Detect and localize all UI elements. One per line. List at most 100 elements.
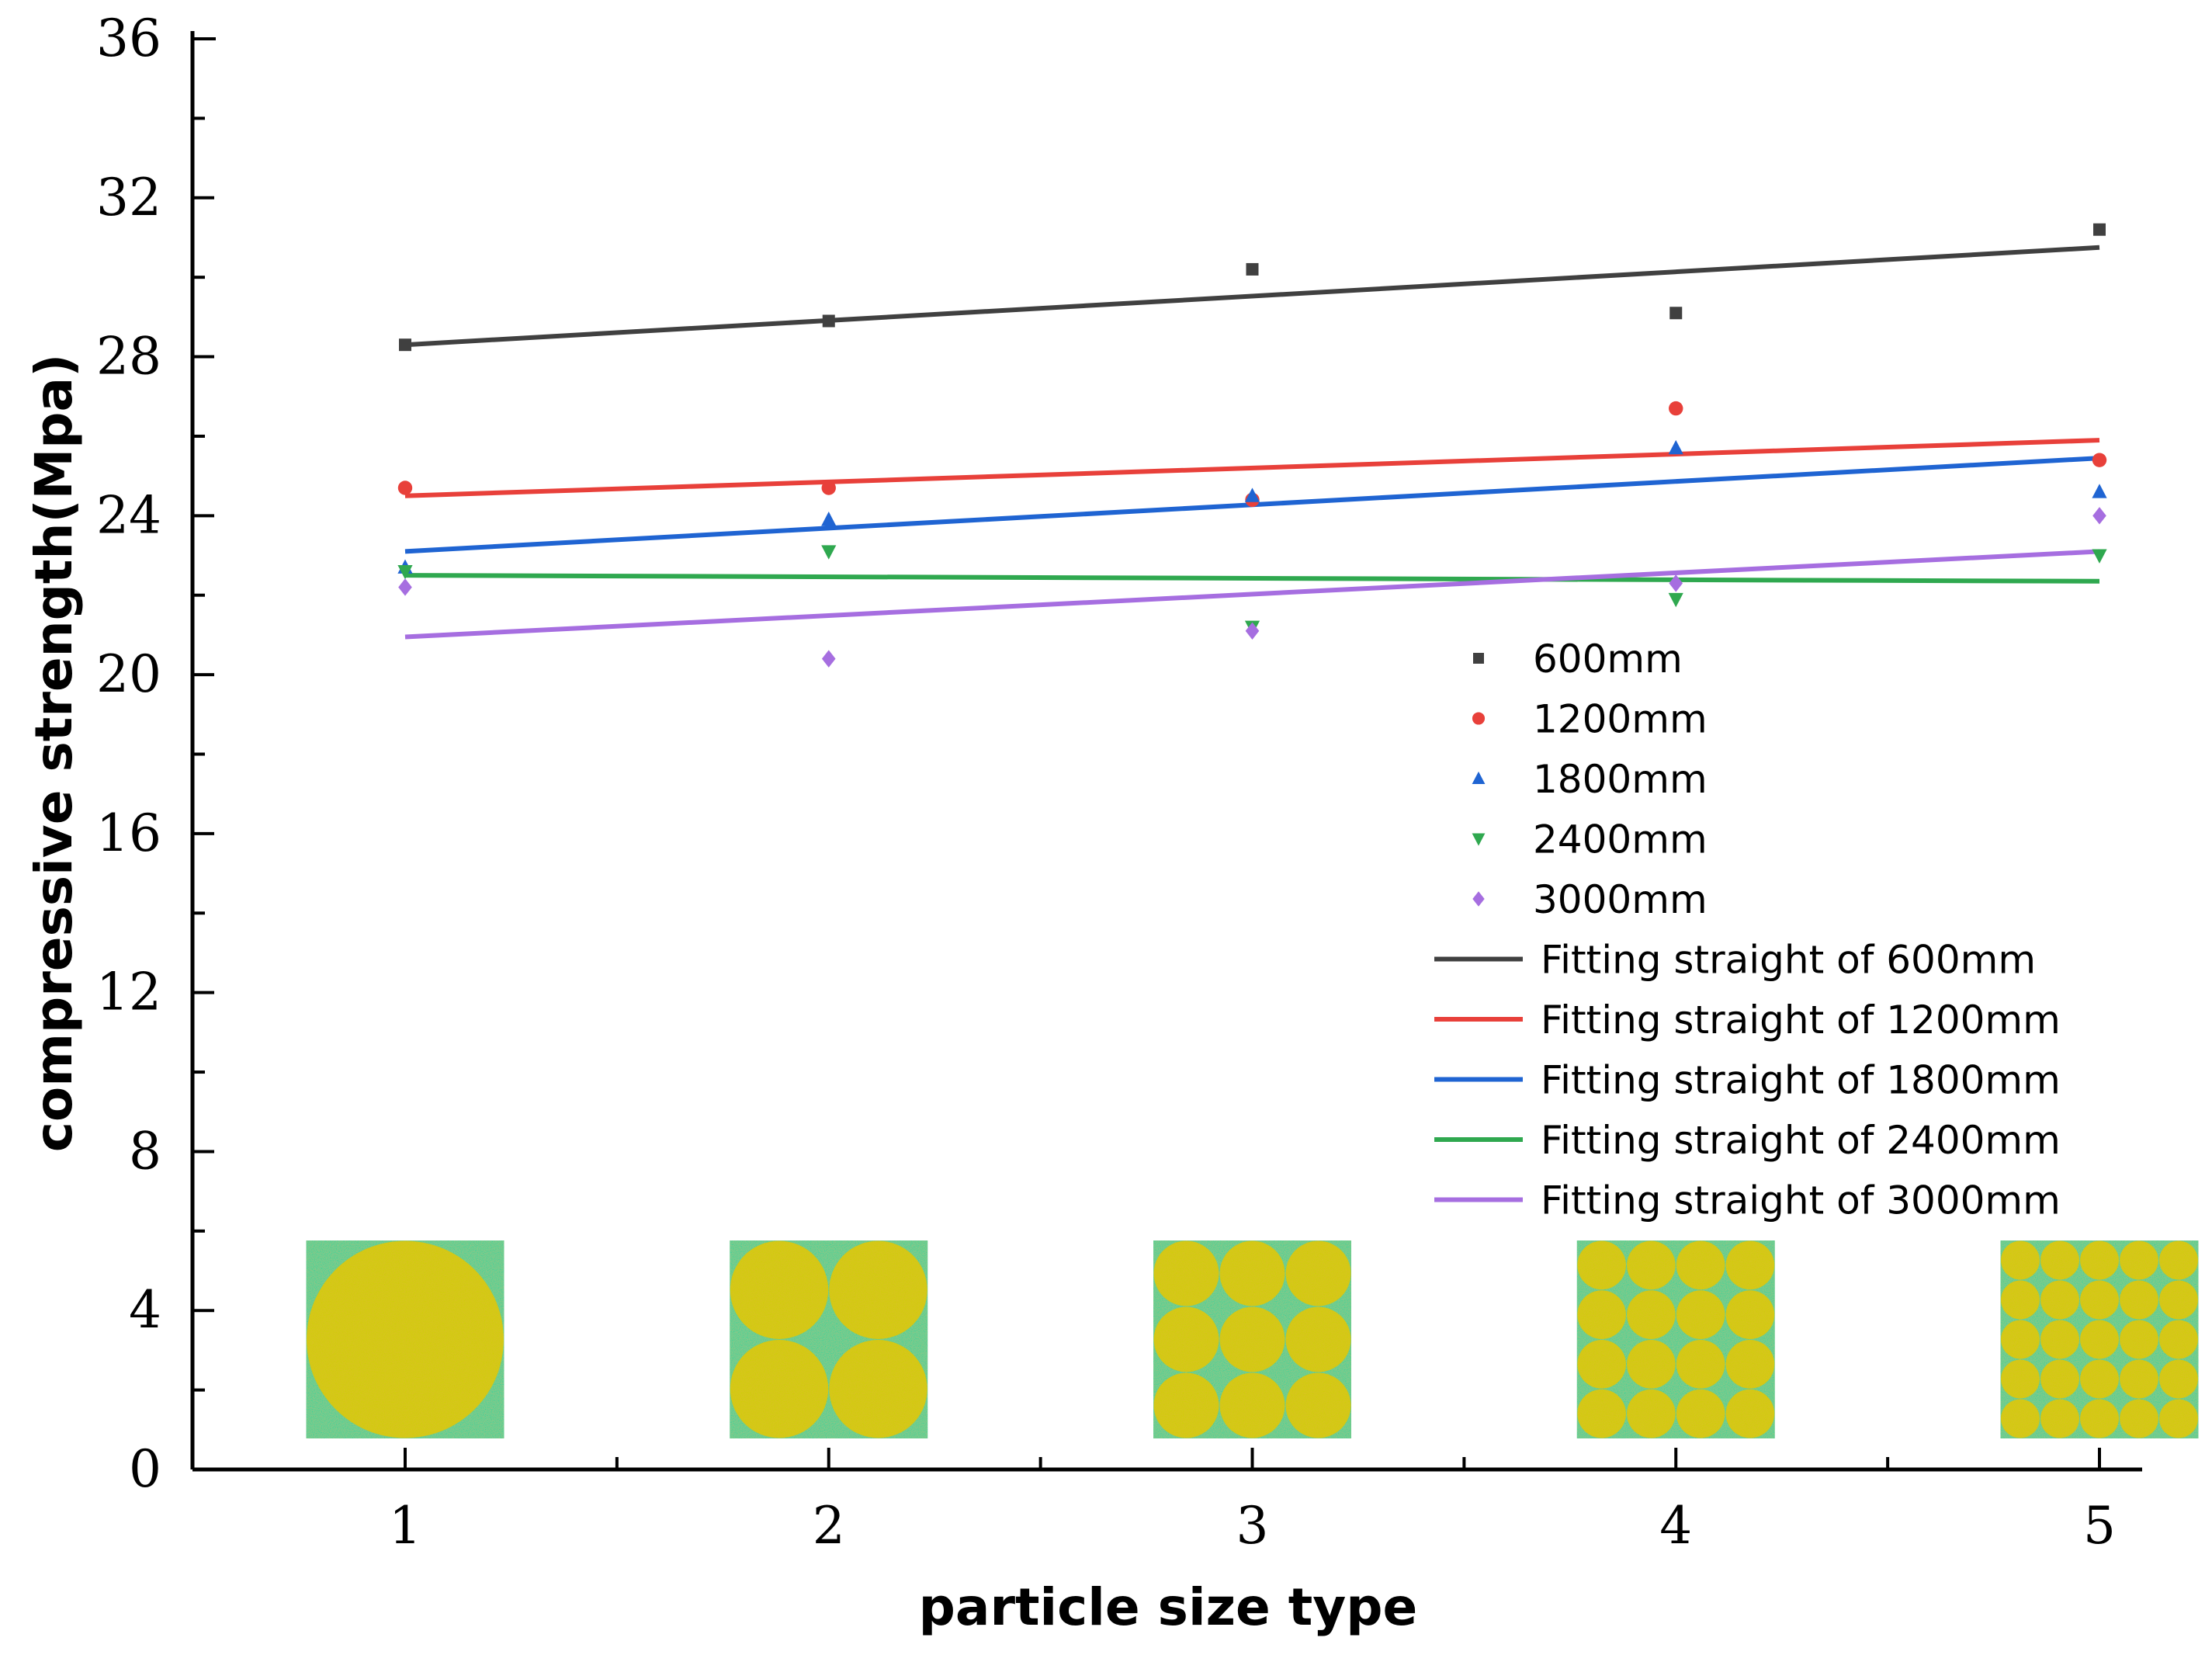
y-tick-label: 16 bbox=[96, 803, 161, 863]
inset-particle-grid-2x2 bbox=[730, 1240, 928, 1438]
inset-particle bbox=[2159, 1280, 2198, 1320]
inset-particle bbox=[1153, 1372, 1219, 1438]
inset-particle bbox=[1577, 1389, 1626, 1438]
inset-particle bbox=[1725, 1389, 1775, 1438]
legend-label-fit-600mm: Fitting straight of 600mm bbox=[1541, 938, 2036, 983]
data-point-600mm bbox=[2093, 223, 2106, 236]
fit-line-1200mm bbox=[404, 438, 2100, 498]
inset-particle bbox=[2001, 1320, 2040, 1359]
data-point-1200mm bbox=[397, 481, 413, 495]
y-tick-label: 28 bbox=[96, 327, 161, 387]
inset-particle bbox=[1627, 1240, 1676, 1290]
y-tick-label: 24 bbox=[96, 485, 161, 545]
inset-particle bbox=[2080, 1359, 2119, 1399]
inset-particle bbox=[2040, 1359, 2079, 1399]
y-tick-label: 12 bbox=[96, 963, 161, 1022]
inset-particle bbox=[2120, 1320, 2158, 1359]
data-point-600mm bbox=[822, 314, 835, 328]
inset-particle bbox=[1676, 1290, 1725, 1339]
fit-line-2400mm bbox=[404, 573, 2100, 584]
data-point-1800mm bbox=[2092, 484, 2107, 498]
x-axis-title: particle size type bbox=[919, 1577, 1418, 1637]
data-point-3000mm bbox=[1669, 574, 1683, 592]
inset-particle bbox=[1153, 1306, 1219, 1372]
inset-particle bbox=[2040, 1399, 2079, 1438]
inset-particle bbox=[730, 1240, 829, 1339]
inset-particle bbox=[2040, 1240, 2079, 1280]
x-tick-label: 1 bbox=[389, 1496, 421, 1556]
inset-particle bbox=[2080, 1399, 2119, 1438]
inset-particle bbox=[1285, 1306, 1351, 1372]
particle-inset-images bbox=[306, 1240, 2199, 1438]
inset-particle bbox=[2159, 1359, 2198, 1399]
legend-marker-3000mm bbox=[1472, 891, 1485, 907]
y-tick-label: 32 bbox=[96, 168, 161, 227]
legend-label-1200mm: 1200mm bbox=[1533, 697, 1708, 742]
data-point-2400mm bbox=[397, 565, 413, 580]
data-point-600mm bbox=[1669, 307, 1683, 320]
inset-particle bbox=[1285, 1372, 1351, 1438]
inset-particle bbox=[1577, 1340, 1626, 1389]
inset-particle-grid-1x1 bbox=[306, 1240, 504, 1438]
x-tick-label: 2 bbox=[813, 1496, 845, 1556]
inset-particle bbox=[2040, 1320, 2079, 1359]
data-point-3000mm bbox=[2092, 507, 2106, 525]
inset-particle bbox=[307, 1240, 504, 1438]
inset-particle bbox=[1577, 1290, 1626, 1339]
inset-particle bbox=[2001, 1399, 2040, 1438]
inset-particle bbox=[730, 1340, 829, 1438]
fit-line-600mm bbox=[404, 245, 2100, 348]
legend-marker-600mm bbox=[1473, 653, 1484, 664]
inset-particle bbox=[1676, 1340, 1725, 1389]
data-point-2400mm bbox=[821, 545, 837, 560]
inset-particle bbox=[1627, 1389, 1676, 1438]
data-point-3000mm bbox=[821, 650, 836, 668]
data-point-1800mm bbox=[1244, 487, 1260, 502]
legend-label-3000mm: 3000mm bbox=[1533, 877, 1708, 922]
inset-particle bbox=[2120, 1399, 2158, 1438]
inset-particle bbox=[1725, 1240, 1775, 1290]
x-tick-label: 5 bbox=[2083, 1496, 2116, 1556]
inset-particle bbox=[1577, 1240, 1626, 1290]
inset-particle bbox=[2080, 1240, 2119, 1280]
inset-particle bbox=[2120, 1240, 2158, 1280]
inset-particle bbox=[1725, 1340, 1775, 1389]
inset-particle bbox=[2040, 1280, 2079, 1320]
legend-label-fit-3000mm: Fitting straight of 3000mm bbox=[1541, 1178, 2061, 1223]
inset-particle bbox=[2001, 1359, 2040, 1399]
data-point-2400mm bbox=[2092, 549, 2107, 564]
inset-particle bbox=[2001, 1280, 2040, 1320]
y-tick-label: 20 bbox=[96, 644, 161, 704]
inset-particle bbox=[1219, 1306, 1285, 1372]
inset-particle bbox=[1676, 1389, 1725, 1438]
x-tick-label: 4 bbox=[1659, 1496, 1692, 1556]
data-point-600mm bbox=[1246, 262, 1259, 276]
data-point-1800mm bbox=[821, 512, 837, 526]
legend-label-fit-1200mm: Fitting straight of 1200mm bbox=[1541, 998, 2061, 1043]
inset-particle-grid-4x4 bbox=[1576, 1240, 1775, 1438]
data-point-1200mm bbox=[2092, 453, 2107, 467]
legend-label-fit-2400mm: Fitting straight of 2400mm bbox=[1541, 1118, 2061, 1163]
inset-particle bbox=[829, 1240, 927, 1339]
inset-particle bbox=[2001, 1240, 2040, 1280]
data-point-1200mm bbox=[1669, 401, 1683, 416]
data-point-600mm bbox=[399, 338, 411, 352]
legend-label-fit-1800mm: Fitting straight of 1800mm bbox=[1541, 1058, 2061, 1103]
legend-marker-1800mm bbox=[1472, 771, 1486, 784]
fit-lines bbox=[404, 245, 2100, 640]
inset-particle bbox=[2120, 1280, 2158, 1320]
inset-particle bbox=[2080, 1320, 2119, 1359]
y-tick-label: 0 bbox=[129, 1439, 161, 1499]
inset-particle bbox=[829, 1340, 927, 1438]
inset-particle bbox=[1676, 1240, 1725, 1290]
inset-particle bbox=[2120, 1359, 2158, 1399]
data-point-2400mm bbox=[1668, 592, 1683, 608]
data-point-3000mm bbox=[398, 578, 412, 596]
y-axis-title: compressive strength(Mpa) bbox=[24, 354, 84, 1152]
legend-label-2400mm: 2400mm bbox=[1533, 817, 1708, 862]
inset-particle bbox=[2080, 1280, 2119, 1320]
inset-particle bbox=[1627, 1340, 1676, 1389]
y-tick-label: 4 bbox=[129, 1280, 161, 1340]
data-point-1800mm bbox=[1668, 439, 1683, 455]
